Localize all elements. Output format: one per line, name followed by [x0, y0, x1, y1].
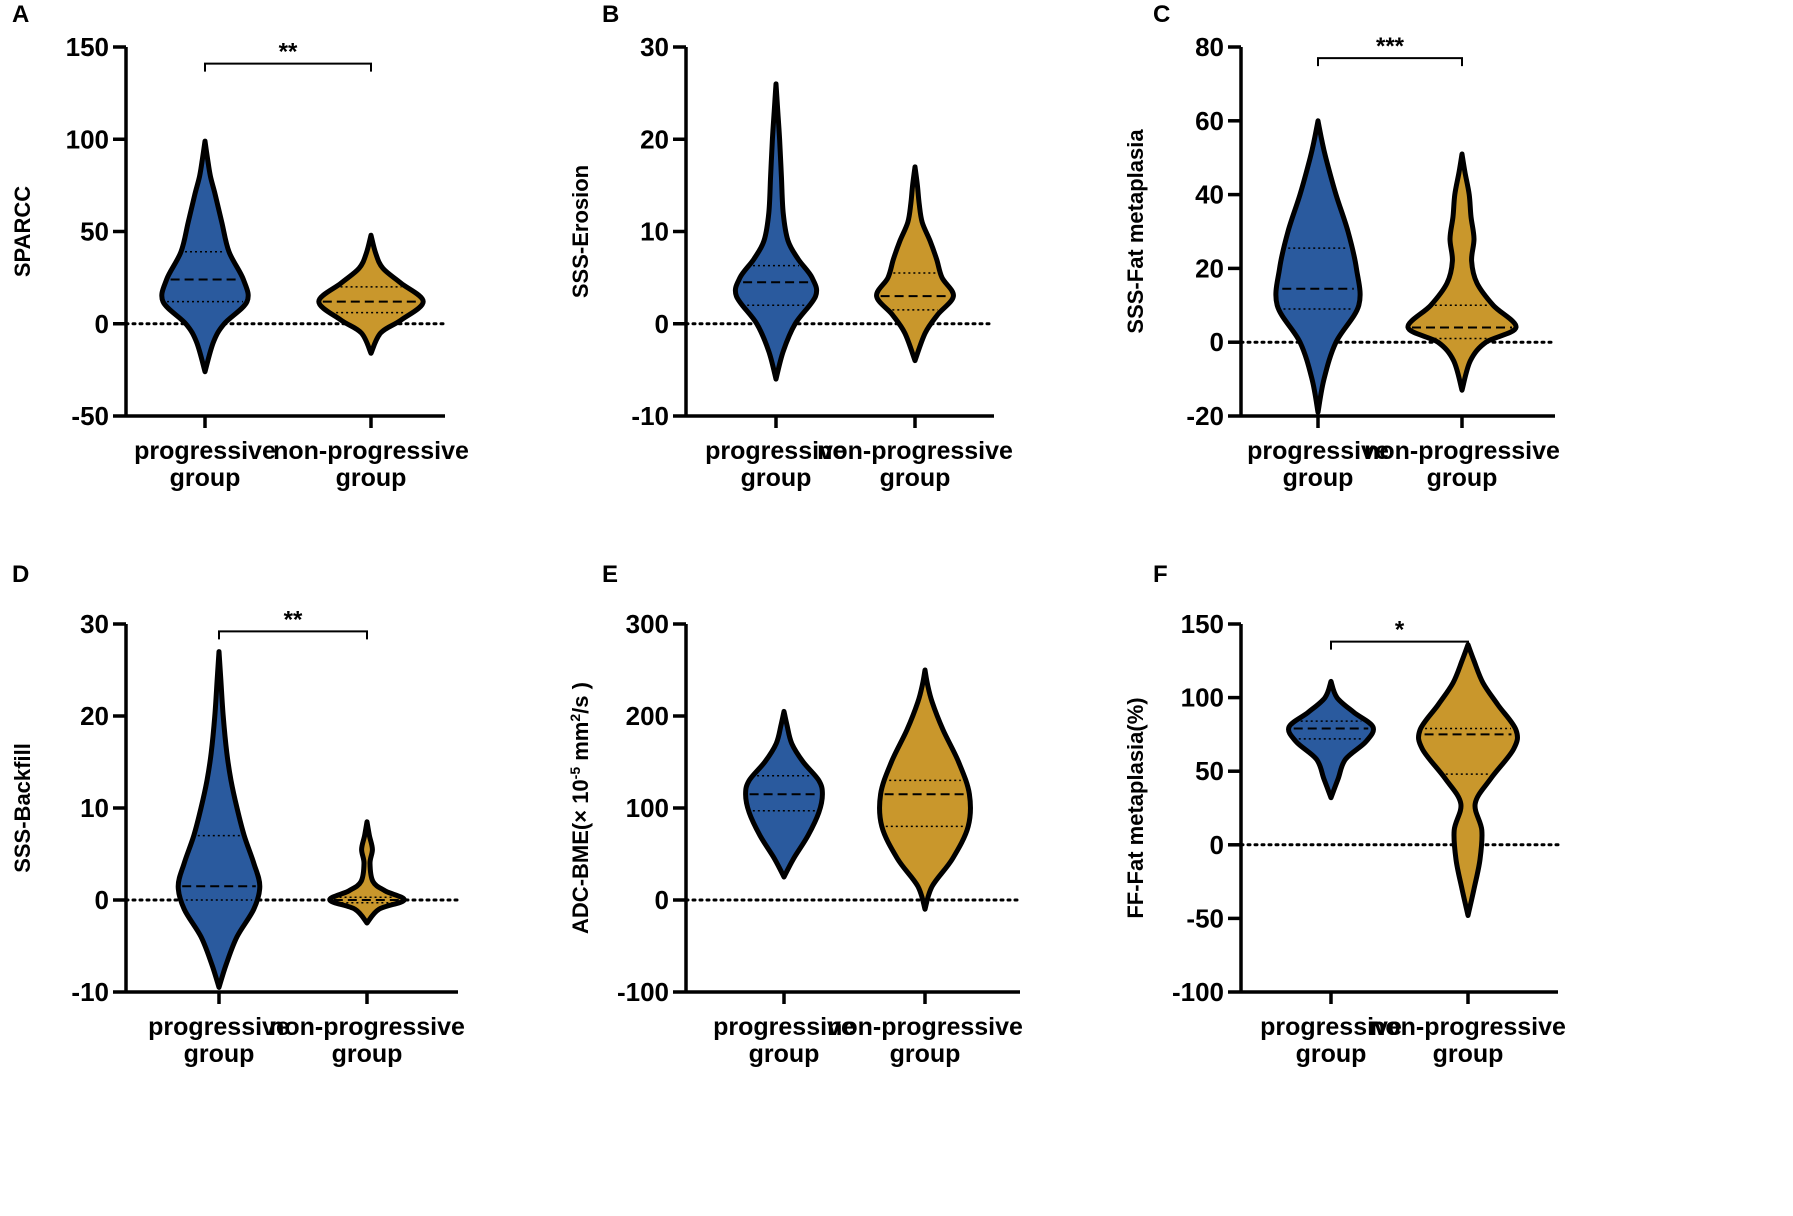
significance-label: **	[284, 606, 303, 633]
y-tick-label: 80	[1195, 32, 1224, 62]
significance-bracket	[1330, 640, 1469, 650]
y-tick-label: 50	[80, 217, 109, 247]
y-tick-label: 0	[655, 309, 669, 339]
y-axis-label: SPARCC	[10, 186, 35, 277]
y-axis-label: SSS-Fat metaplasia	[1123, 129, 1148, 334]
panel-e: E ADC-BME(× 10-5 mm2/s ) -100 0 100 200 300 pro…	[567, 561, 1023, 1068]
significance-label: ***	[1376, 33, 1405, 60]
x-tick-label: progressive	[148, 1013, 290, 1041]
y-tick-label: 0	[95, 309, 109, 339]
x-tick-label: group	[1283, 464, 1354, 492]
y-tick-label: 20	[80, 701, 109, 731]
x-tick-label: progressive	[705, 437, 847, 465]
panel-d: DSSS-Backfill-100102030progressivegroupn…	[10, 561, 465, 1068]
y-axis-label: ADC-BME(× 10-5 mm2/s )	[567, 682, 593, 934]
x-tick-label: non-progressive	[1364, 437, 1560, 465]
y-tick-label: 150	[66, 32, 109, 62]
x-tick-label: group	[1427, 464, 1498, 492]
y-tick-label: 100	[1181, 683, 1224, 713]
y-axis-label: FF-Fat metaplasia(%)	[1123, 697, 1148, 918]
y-tick-label: 300	[626, 609, 669, 639]
violin-non-progressive	[1405, 151, 1519, 393]
panel-letter: D	[12, 561, 29, 588]
panel-letter: B	[602, 1, 619, 28]
panel-letter: E	[602, 561, 618, 588]
y-tick-label: 100	[626, 793, 669, 823]
x-tick-label: group	[880, 464, 951, 492]
y-tick-label: -10	[631, 401, 669, 431]
y-tick-label: -10	[71, 977, 109, 1007]
violin-progressive	[1286, 678, 1376, 801]
x-tick-label: progressive	[1247, 437, 1389, 465]
violin-non-progressive	[877, 667, 973, 912]
panel-letter: F	[1153, 561, 1168, 588]
y-tick-label: 30	[80, 609, 109, 639]
significance-bracket	[204, 62, 372, 72]
x-tick-label: group	[1433, 1040, 1504, 1068]
y-tick-label: 40	[1195, 180, 1224, 210]
x-tick-label: non-progressive	[817, 437, 1013, 465]
y-tick-label: 200	[626, 701, 669, 731]
y-tick-label: 100	[66, 124, 109, 154]
x-tick-label: group	[184, 1040, 255, 1068]
x-tick-label: progressive	[134, 437, 276, 465]
y-tick-label: 20	[640, 124, 669, 154]
y-axis-label: SSS-Erosion	[568, 165, 593, 298]
x-tick-label: progressive	[1260, 1013, 1402, 1041]
y-tick-label: 50	[1195, 756, 1224, 786]
x-tick-label: group	[170, 464, 241, 492]
violin-progressive	[175, 649, 263, 990]
x-tick-label: group	[332, 1040, 403, 1068]
violin-non-progressive	[1416, 642, 1520, 918]
panel-f: F FF-Fat metaplasia(%) -100 -50 0 50 100 150 pro…	[1123, 561, 1566, 1068]
panel-c: C SSS-Fat metaplasia -20 0 20 40 60 80 progressi…	[1123, 1, 1560, 492]
violin-non-progressive	[316, 232, 426, 356]
x-tick-label: non-progressive	[1370, 1013, 1566, 1041]
panel-b: BSSS-Erosion-100102030progressivegroupno…	[568, 1, 1013, 492]
significance-bracket	[218, 630, 368, 640]
y-tick-label: 0	[1210, 327, 1224, 357]
panel-a: ASPARCC-50050100150progressivegroupnon-p…	[10, 1, 469, 492]
y-tick-label: 20	[1195, 253, 1224, 283]
y-tick-label: 0	[1210, 830, 1224, 860]
x-tick-label: non-progressive	[827, 1013, 1023, 1041]
violin-non-progressive	[327, 819, 407, 926]
violin-progressive	[159, 138, 251, 375]
significance-label: *	[1395, 617, 1405, 644]
y-tick-label: -50	[71, 401, 109, 431]
panel-letter: A	[12, 1, 29, 28]
violin-progressive	[1273, 118, 1363, 415]
y-tick-label: 60	[1195, 106, 1224, 136]
x-tick-label: group	[741, 464, 812, 492]
x-tick-label: group	[890, 1040, 961, 1068]
y-tick-label: -100	[617, 977, 669, 1007]
y-tick-label: 30	[640, 32, 669, 62]
y-tick-label: -20	[1186, 401, 1224, 431]
violin-non-progressive	[874, 164, 956, 364]
y-tick-label: -50	[1186, 903, 1224, 933]
x-tick-label: group	[336, 464, 407, 492]
x-tick-label: group	[749, 1040, 820, 1068]
y-tick-label: 10	[80, 793, 109, 823]
y-tick-label: 0	[95, 885, 109, 915]
significance-bracket	[1317, 57, 1463, 67]
x-tick-label: non-progressive	[273, 437, 469, 465]
panel-letter: C	[1153, 1, 1170, 28]
y-tick-label: 0	[655, 885, 669, 915]
y-tick-label: 150	[1181, 609, 1224, 639]
x-tick-label: progressive	[713, 1013, 855, 1041]
y-tick-label: 10	[640, 217, 669, 247]
y-axis-label: SSS-Backfill	[10, 743, 35, 873]
significance-label: **	[279, 39, 298, 66]
x-tick-label: non-progressive	[269, 1013, 465, 1041]
violin-progressive	[732, 81, 820, 382]
x-tick-label: group	[1296, 1040, 1367, 1068]
y-tick-label: -100	[1172, 977, 1224, 1007]
